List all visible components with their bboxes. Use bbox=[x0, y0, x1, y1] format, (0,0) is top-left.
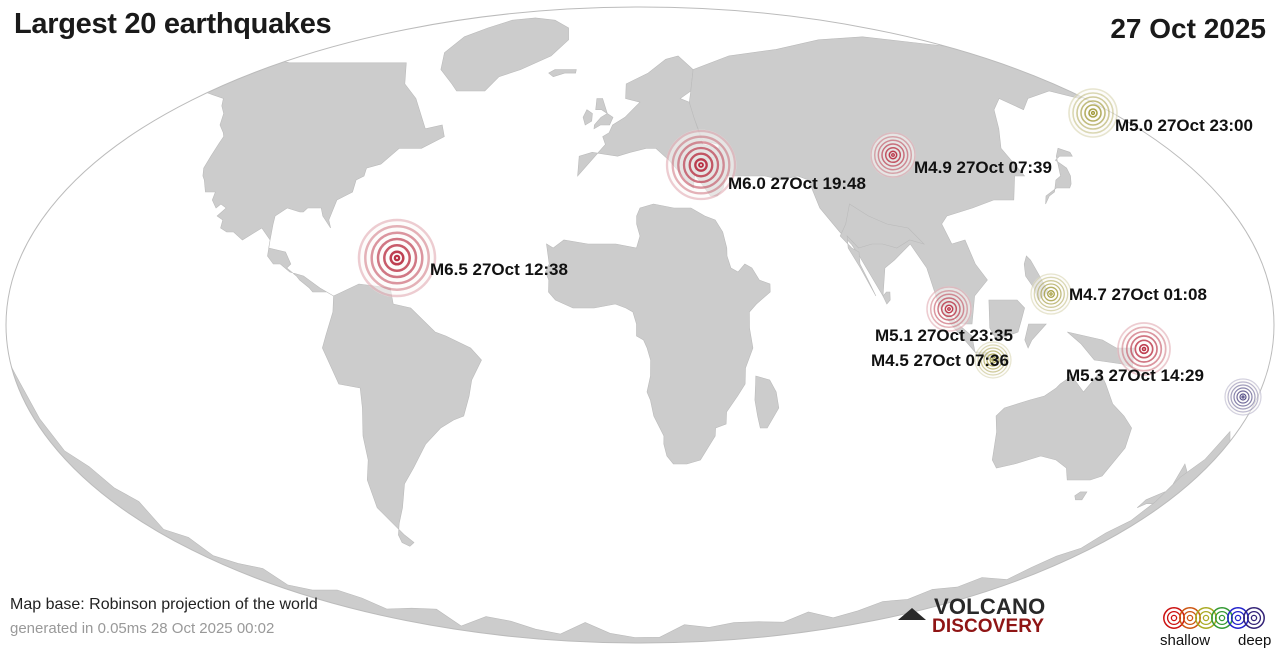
svg-text:M6.0 27Oct 19:48: M6.0 27Oct 19:48 bbox=[728, 174, 866, 193]
svg-text:M4.9 27Oct 07:39: M4.9 27Oct 07:39 bbox=[914, 158, 1052, 177]
svg-text:M4.5 27Oct 07:36: M4.5 27Oct 07:36 bbox=[871, 351, 1009, 370]
svg-text:M4.7 27Oct 01:08: M4.7 27Oct 01:08 bbox=[1069, 285, 1207, 304]
svg-text:M5.0 27Oct 23:00: M5.0 27Oct 23:00 bbox=[1115, 116, 1253, 135]
svg-text:deep: deep bbox=[1238, 632, 1271, 649]
svg-text:shallow: shallow bbox=[1160, 632, 1210, 649]
svg-text:M5.1 27Oct 23:35: M5.1 27Oct 23:35 bbox=[875, 326, 1013, 345]
svg-text:M5.3 27Oct 14:29: M5.3 27Oct 14:29 bbox=[1066, 366, 1204, 385]
svg-text:M6.5 27Oct 12:38: M6.5 27Oct 12:38 bbox=[430, 260, 568, 279]
